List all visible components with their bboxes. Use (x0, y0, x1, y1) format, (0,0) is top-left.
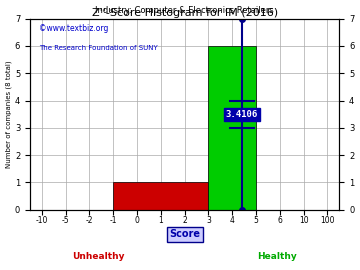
Text: Healthy: Healthy (258, 252, 297, 261)
Text: ©www.textbiz.org: ©www.textbiz.org (39, 25, 109, 33)
X-axis label: Score: Score (169, 229, 200, 239)
Bar (208, 46, 256, 210)
Text: The Research Foundation of SUNY: The Research Foundation of SUNY (39, 45, 158, 52)
Text: 3.4106: 3.4106 (226, 110, 258, 119)
Bar (113, 183, 208, 210)
Y-axis label: Number of companies (8 total): Number of companies (8 total) (5, 60, 12, 168)
Title: Z''-Score Histogram for IM (2016): Z''-Score Histogram for IM (2016) (91, 8, 278, 18)
Text: Industry: Computer & Electronics Retailers: Industry: Computer & Electronics Retaile… (95, 6, 274, 15)
Text: Unhealthy: Unhealthy (72, 252, 124, 261)
